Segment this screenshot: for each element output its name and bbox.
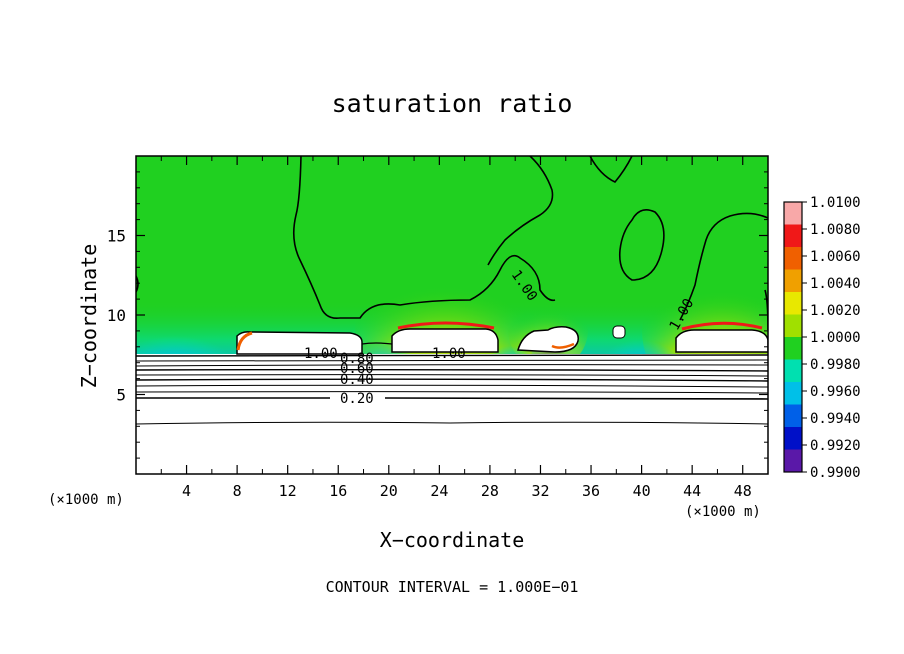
cloud-edge-highlight <box>551 342 575 349</box>
contour-label: 0.80 <box>340 351 374 367</box>
colorbar-label: 1.0040 <box>810 276 861 292</box>
colorbar-label: 1.0060 <box>810 249 861 265</box>
colorbar-swatch <box>784 314 802 338</box>
y-ticks: 5 10 15 <box>107 171 768 459</box>
colorbar-label: 0.9900 <box>810 465 861 481</box>
colorbar-swatch <box>784 292 802 315</box>
colorbar-label: 0.9920 <box>810 438 861 454</box>
cloud-edge-highlight <box>397 321 495 330</box>
colorbar-swatch <box>784 404 802 428</box>
x-tick-label: 16 <box>329 482 347 500</box>
cloud-region <box>391 328 499 353</box>
x-tick-label: 48 <box>734 482 752 500</box>
contour-line <box>618 209 665 281</box>
contour-interval-note: CONTOUR INTERVAL = 1.000E−01 <box>326 578 579 596</box>
x-tick-label: 8 <box>233 482 242 500</box>
y-tick-label: 10 <box>107 306 126 325</box>
x-tick-label: 20 <box>380 482 398 500</box>
colorbar-swatch <box>784 202 802 225</box>
contour-label: 1.00 <box>432 346 466 362</box>
cloud-region <box>612 325 626 339</box>
colorbar-label: 0.9960 <box>810 384 861 400</box>
contour-label: 0.40 <box>340 372 374 388</box>
contour-line <box>679 212 768 321</box>
contour-label: 0.20 <box>340 391 374 407</box>
lower-field <box>136 354 768 474</box>
x-tick-label: 12 <box>279 482 297 500</box>
y-tick-label: 15 <box>107 227 126 246</box>
cloud-region <box>517 326 579 353</box>
x-tick-label: 24 <box>430 482 448 500</box>
x-tick-label: 40 <box>633 482 651 500</box>
colorbar-swatch <box>784 427 802 450</box>
z-unit-label: (×1000 m) <box>48 492 124 508</box>
colorbar-label: 1.0020 <box>810 303 861 319</box>
contour-line <box>361 342 393 345</box>
contour-line <box>487 156 554 266</box>
stratified-contours <box>136 354 768 425</box>
contour-label: 1.00 <box>304 346 338 362</box>
plot-area <box>136 156 768 474</box>
x-unit-label: (×1000 m) <box>685 504 761 520</box>
colorbar-label: 1.0080 <box>810 222 861 238</box>
colorbar-swatch <box>784 359 802 383</box>
colorbar-label: 0.9980 <box>810 357 861 373</box>
contour-line <box>589 156 633 183</box>
colorbar-swatch <box>784 337 802 360</box>
colorbar-label: 0.9940 <box>810 411 861 427</box>
x-ticks: 4 8 12 16 20 24 28 32 36 40 44 48 <box>160 156 752 500</box>
contour-line <box>292 156 556 320</box>
x-tick-label: 28 <box>481 482 499 500</box>
colorbar-label: 1.0000 <box>810 330 861 346</box>
colorbar-swatch <box>784 382 802 405</box>
x-tick-label: 4 <box>182 482 191 500</box>
colorbar-swatch <box>784 224 802 248</box>
chart-title: saturation ratio <box>332 89 573 118</box>
y-axis-label: Z−coordinate <box>77 244 101 389</box>
colorbar-swatch <box>784 449 802 473</box>
cloud-region <box>675 329 768 353</box>
y-tick-label: 5 <box>116 386 126 405</box>
contour-labels: 1.00 1.00 1.00 1.00 0.80 0.60 0.40 0.20 <box>304 267 697 407</box>
colorbar: 1.0100 1.0080 1.0060 1.0040 1.0020 1.0000 0.99… <box>783 195 861 481</box>
colorbar-swatch <box>784 269 802 293</box>
x-axis-label: X−coordinate <box>380 528 525 552</box>
cloud-edge-highlight <box>236 331 253 351</box>
x-tick-label: 32 <box>531 482 549 500</box>
cloud-edge-highlight <box>681 321 763 331</box>
colorbar-swatch <box>784 247 802 270</box>
x-tick-label: 44 <box>683 482 701 500</box>
contour-label: 0.60 <box>340 361 374 377</box>
x-tick-label: 36 <box>582 482 600 500</box>
cloud-region <box>236 331 363 355</box>
colorbar-label: 1.0100 <box>810 195 861 211</box>
